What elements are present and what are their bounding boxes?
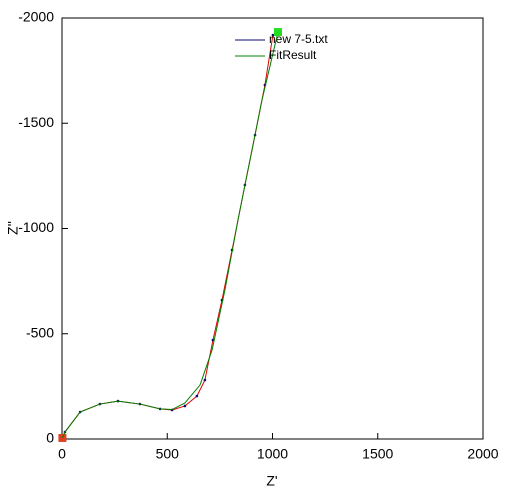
legend-label: new 7-5.txt <box>269 32 328 46</box>
x-tick-label: 1500 <box>362 446 393 462</box>
data-point <box>203 378 207 382</box>
x-axis-label: Z' <box>266 473 277 489</box>
data-point <box>183 404 187 408</box>
y-tick-label: -500 <box>26 324 54 340</box>
series-line <box>61 31 279 439</box>
legend-label: FitResult <box>269 48 317 62</box>
data-point <box>195 394 199 398</box>
x-tick-label: 0 <box>58 446 66 462</box>
y-tick-label: 0 <box>46 430 54 446</box>
y-tick-label: -1500 <box>18 114 54 130</box>
y-axis-label: Z'' <box>5 221 21 235</box>
end-marker <box>273 28 282 37</box>
plot-frame <box>61 17 484 440</box>
x-tick-label: 1000 <box>257 446 288 462</box>
data-point <box>271 33 275 37</box>
y-tick-label: -1000 <box>18 219 54 235</box>
x-tick-label: 2000 <box>467 446 498 462</box>
series-line <box>61 34 274 439</box>
y-tick-label: -2000 <box>18 9 54 25</box>
x-tick-label: 500 <box>156 446 180 462</box>
